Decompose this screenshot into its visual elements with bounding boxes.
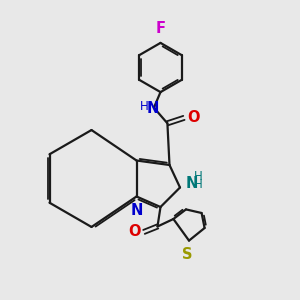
Text: H: H <box>194 178 202 191</box>
Text: N: N <box>131 203 143 218</box>
Text: S: S <box>182 247 193 262</box>
Text: N: N <box>146 101 159 116</box>
Text: N: N <box>185 176 198 190</box>
Text: O: O <box>128 224 140 239</box>
Text: O: O <box>188 110 200 125</box>
Text: H: H <box>194 170 202 184</box>
Text: H: H <box>140 100 149 113</box>
Text: F: F <box>155 21 166 36</box>
